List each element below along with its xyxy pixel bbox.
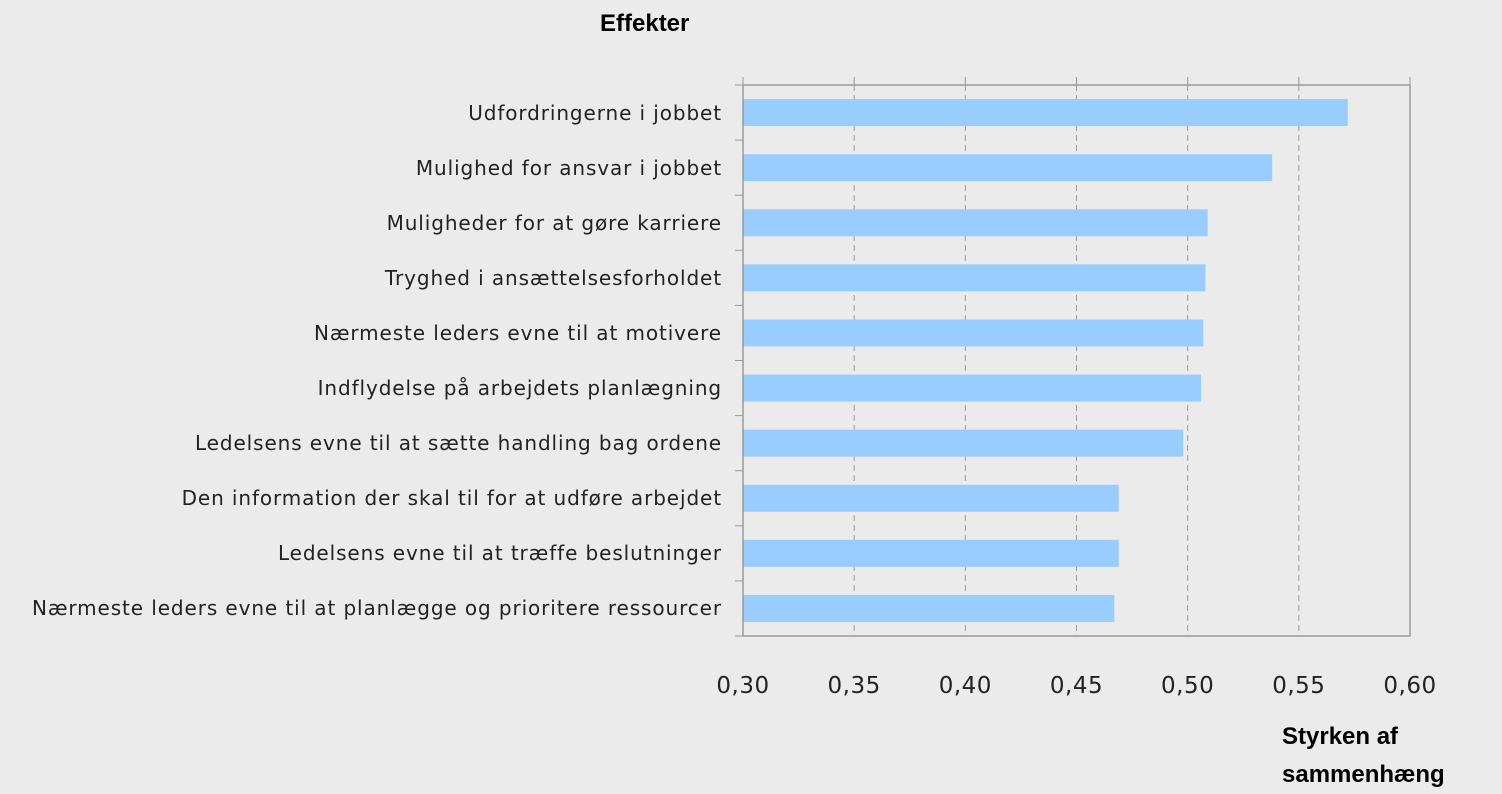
y-tick-label: Tryghed i ansættelsesforholdet <box>384 265 722 290</box>
y-tick-label: Muligheder for at gøre karriere <box>386 210 722 235</box>
bar <box>743 154 1273 182</box>
bar <box>743 594 1115 622</box>
bar <box>743 429 1184 457</box>
x-tick-label: 0,30 <box>716 673 769 699</box>
y-tick-label: Indflydelse på arbejdets planlægning <box>317 376 722 401</box>
bar <box>743 264 1206 292</box>
x-tick-label: 0,50 <box>1161 673 1214 699</box>
bar <box>743 209 1208 237</box>
bar <box>743 319 1204 347</box>
bar <box>743 539 1119 567</box>
x-tick-label: 0,45 <box>1050 673 1103 699</box>
x-tick-label: 0,40 <box>939 673 992 699</box>
x-tick-label: 0,35 <box>828 673 881 699</box>
bar <box>743 484 1119 512</box>
y-tick-label: Mulighed for ansvar i jobbet <box>415 155 722 180</box>
bar <box>743 99 1348 127</box>
y-tick-label: Ledelsens evne til at træffe beslutninge… <box>277 541 722 566</box>
chart-title: Effekter <box>600 10 690 37</box>
x-tick-label: 0,55 <box>1272 673 1325 699</box>
y-tick-label: Nærmeste leders evne til at motivere <box>313 320 722 345</box>
y-tick-label: Nærmeste leders evne til at planlægge og… <box>31 596 722 621</box>
y-tick-label: Udfordringerne i jobbet <box>468 100 722 125</box>
plot-border <box>742 84 1411 637</box>
x-tick-label: 0,60 <box>1383 673 1436 699</box>
x-axis-label: Styrken af sammenhæng <box>1282 723 1445 788</box>
bar <box>743 374 1202 402</box>
y-tick-label: Ledelsens evne til at sætte handling bag… <box>194 431 722 456</box>
y-tick-label: Den information der skal til for at udfø… <box>181 486 722 511</box>
